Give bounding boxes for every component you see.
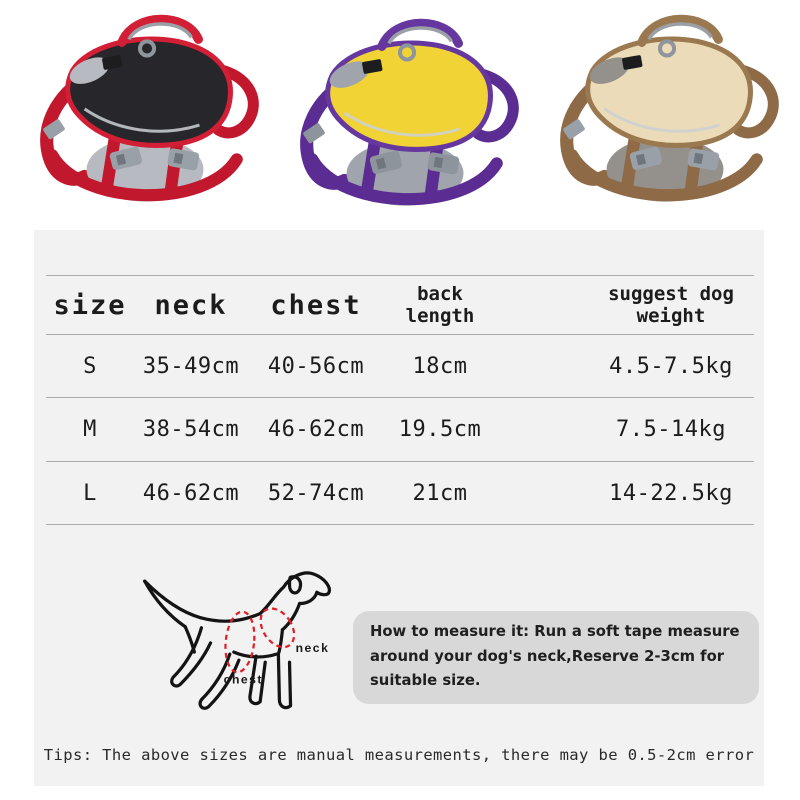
brand-tag xyxy=(362,59,383,74)
d-ring-icon xyxy=(657,39,677,58)
rear-strap-loop xyxy=(733,65,779,139)
harness-photo-red-black xyxy=(16,6,268,230)
top-handle xyxy=(377,18,463,51)
table-row-size-l: L 46-62cm 52-74cm 21cm 14-22.5kg xyxy=(46,462,754,525)
buckle xyxy=(167,148,200,171)
brand-tag xyxy=(622,55,643,70)
measure-instruction-line: How to measure it: Run a soft tape measu… xyxy=(370,623,740,640)
dog-line-art xyxy=(143,571,332,710)
d-ring-icon xyxy=(137,39,157,58)
belly-strap xyxy=(306,153,503,206)
back-value: 19.5cm xyxy=(398,417,482,442)
neck-mesh-pad xyxy=(69,57,110,84)
back-value: 21cm xyxy=(412,480,468,506)
belly-strap xyxy=(46,149,243,202)
strap-slider xyxy=(563,119,585,140)
harness-photo-beige-brown xyxy=(536,6,788,230)
chest-measure-circle xyxy=(224,610,256,674)
reflective-trim xyxy=(603,107,720,133)
buckle xyxy=(687,148,720,171)
weight-value: 4.5-7.5kg xyxy=(609,353,733,379)
chest-value: 52-74cm xyxy=(267,480,365,506)
neck-value: 35-49cm xyxy=(142,353,240,379)
table-row-size-m: M 38-54cm 46-62cm 19.5cm 7.5-14kg xyxy=(46,398,754,462)
harness-illustration xyxy=(300,18,519,206)
top-handle xyxy=(637,14,723,47)
how-to-measure-box: How to measure it: Run a soft tape measu… xyxy=(353,611,759,704)
strap-slider xyxy=(43,119,65,140)
belly-strap xyxy=(566,149,763,202)
reflective-trim xyxy=(83,107,200,133)
harness-photo-purple-yellow xyxy=(276,10,528,234)
col-header-suggest-weight: suggest dog weight xyxy=(496,283,754,328)
size-value: L xyxy=(83,480,97,506)
neck-value: 38-54cm xyxy=(142,417,240,442)
size-info-panel: size neck chest back length suggest dog … xyxy=(34,230,764,786)
weight-value: 14-22.5kg xyxy=(609,480,733,506)
tips-note: Tips: The above sizes are manual measure… xyxy=(43,746,755,764)
rear-strap-loop xyxy=(473,69,519,143)
reflective-trim xyxy=(343,111,460,137)
col-header-size: size xyxy=(53,289,127,321)
harness-illustration xyxy=(560,14,779,202)
header-line: weight xyxy=(636,305,706,327)
neck-label: neck xyxy=(296,641,330,655)
buckle xyxy=(427,152,460,175)
measure-instruction-line: suitable size. xyxy=(370,672,481,689)
chest-label: chest xyxy=(224,672,263,686)
weight-value: 7.5-14kg xyxy=(616,417,726,442)
col-header-neck: neck xyxy=(154,289,228,321)
neck-mesh-pad xyxy=(589,57,630,84)
dog-measure-illustration: neck chest xyxy=(136,565,360,725)
buckle xyxy=(109,146,142,170)
harness-illustration xyxy=(40,14,259,202)
product-photos-row xyxy=(0,6,800,230)
measure-circles xyxy=(224,607,296,674)
neck-value: 46-62cm xyxy=(142,480,240,506)
col-header-back-length: back length xyxy=(384,283,496,328)
brand-tag xyxy=(102,55,123,70)
top-handle xyxy=(117,14,203,47)
chest-value: 40-56cm xyxy=(267,353,365,379)
neck-measure-circle xyxy=(259,607,296,649)
buckle xyxy=(629,146,662,170)
neck-mesh-pad xyxy=(329,61,370,88)
header-line: length xyxy=(405,305,475,327)
dog-ear xyxy=(287,575,303,595)
rear-strap-loop xyxy=(213,65,259,139)
buckle xyxy=(369,150,402,174)
header-line: back xyxy=(417,282,463,305)
back-value: 18cm xyxy=(412,353,468,379)
table-row-size-s: S 35-49cm 40-56cm 18cm 4.5-7.5kg xyxy=(46,335,754,398)
chest-value: 46-62cm xyxy=(267,417,365,442)
measure-instruction-line: around your dog's neck,Reserve 2-3cm for xyxy=(370,647,725,665)
dog-outline-drawing: neck chest xyxy=(143,571,332,710)
strap-slider xyxy=(303,123,325,144)
col-header-chest: chest xyxy=(270,289,362,321)
table-header-row: size neck chest back length suggest dog … xyxy=(46,275,754,335)
header-line: suggest dog xyxy=(608,282,734,305)
size-value: S xyxy=(83,353,97,379)
size-table: size neck chest back length suggest dog … xyxy=(46,275,754,525)
size-value: M xyxy=(83,417,97,442)
d-ring-icon xyxy=(397,43,417,62)
